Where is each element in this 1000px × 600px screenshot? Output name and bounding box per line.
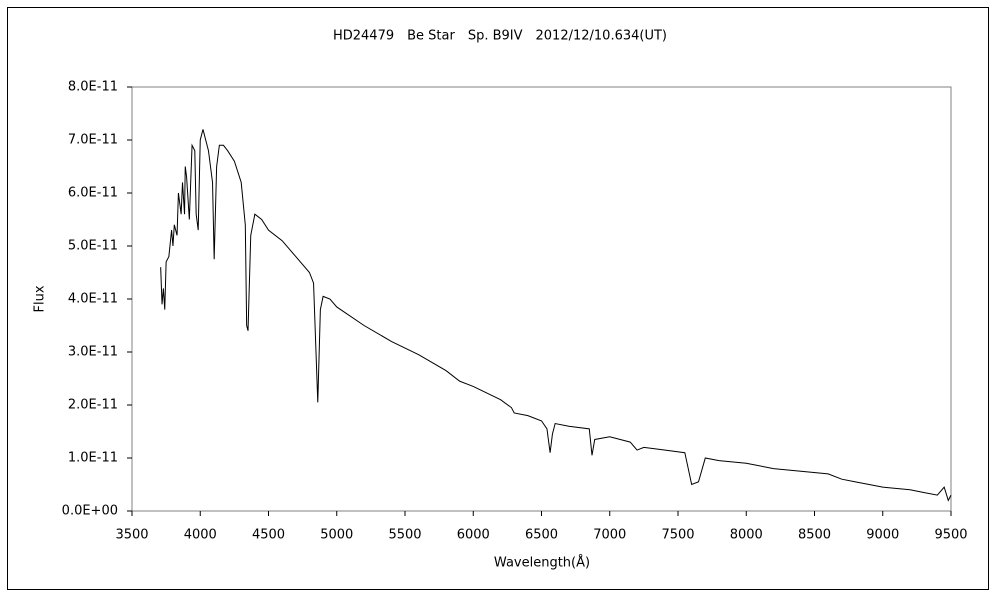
- chart-title: HD24479 Be Star Sp. B9IV 2012/12/10.634(…: [333, 29, 667, 44]
- x-tick-label: 7500: [661, 528, 694, 543]
- x-tick-label: 8500: [798, 528, 831, 543]
- y-tick-label: 5.0E-11: [68, 239, 118, 254]
- x-tick-label: 7000: [593, 528, 626, 543]
- y-tick-label: 4.0E-11: [68, 292, 118, 307]
- x-tick-label: 5000: [320, 528, 353, 543]
- x-tick-label: 6500: [525, 528, 558, 543]
- x-tick-label: 9000: [866, 528, 899, 543]
- x-tick-label: 9500: [934, 528, 967, 543]
- x-tick-label: 8000: [730, 528, 763, 543]
- y-tick-label: 7.0E-11: [68, 133, 118, 148]
- y-tick-label: 0.0E+00: [62, 504, 118, 519]
- x-tick-label: 5500: [388, 528, 421, 543]
- y-tick-label: 2.0E-11: [68, 398, 118, 413]
- y-axis-label: Flux: [33, 285, 48, 312]
- y-tick-label: 6.0E-11: [68, 186, 118, 201]
- y-tick-label: 8.0E-11: [68, 80, 118, 95]
- x-tick-label: 6000: [457, 528, 490, 543]
- outer-frame: [7, 7, 989, 590]
- plot-frame: [131, 86, 952, 512]
- x-tick-label: 3500: [115, 528, 148, 543]
- x-tick-label: 4500: [252, 528, 285, 543]
- spectrum-line: [160, 129, 952, 502]
- x-axis-label: Wavelength(Å): [494, 555, 590, 571]
- y-tick-label: 1.0E-11: [68, 451, 118, 466]
- x-tick-label: 4000: [184, 528, 217, 543]
- y-tick-label: 3.0E-11: [68, 345, 118, 360]
